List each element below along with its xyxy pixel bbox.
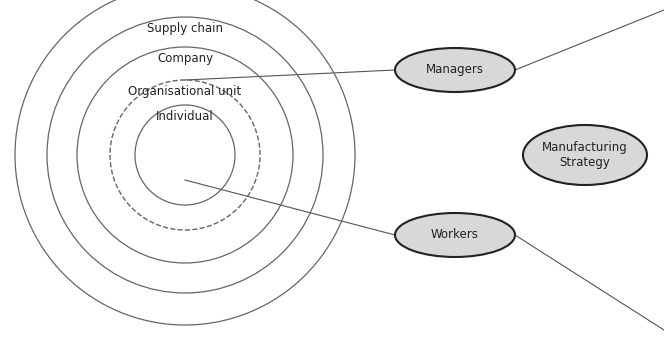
Text: Company: Company	[157, 52, 213, 65]
Text: Manufacturing
Strategy: Manufacturing Strategy	[542, 141, 628, 169]
Ellipse shape	[395, 213, 515, 257]
Ellipse shape	[523, 125, 647, 185]
Text: Workers: Workers	[431, 228, 479, 241]
Text: Managers: Managers	[426, 64, 484, 76]
Text: Individual: Individual	[156, 110, 214, 123]
Ellipse shape	[395, 48, 515, 92]
Text: Supply chain: Supply chain	[147, 22, 223, 35]
Text: Organisational unit: Organisational unit	[128, 85, 242, 98]
Text: External environment: External environment	[121, 0, 249, 3]
